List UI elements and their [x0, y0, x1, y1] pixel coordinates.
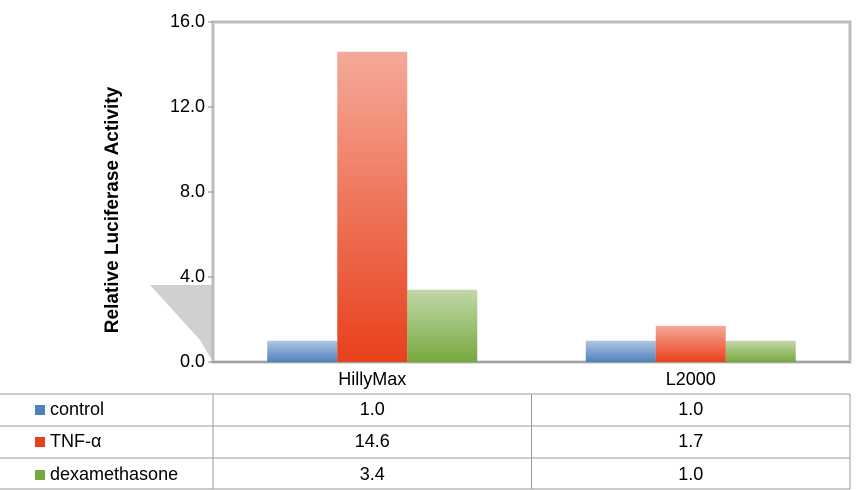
table-value: 14.6	[355, 431, 390, 451]
bar	[725, 340, 796, 362]
y-tick-label: 12.0	[170, 96, 205, 116]
legend-key	[35, 470, 45, 480]
table-value: 1.0	[678, 464, 703, 484]
table-value: 1.0	[360, 399, 385, 419]
x-tick-label: HillyMax	[338, 369, 406, 389]
bar	[337, 51, 408, 362]
legend-key	[35, 405, 45, 415]
y-tick-label: 16.0	[170, 11, 205, 31]
y-tick-label: 0.0	[180, 351, 205, 371]
y-tick-label: 4.0	[180, 266, 205, 286]
bar	[407, 289, 478, 362]
legend-label: control	[50, 399, 104, 419]
bar	[655, 325, 726, 362]
table-value: 3.4	[360, 464, 385, 484]
plot-area	[211, 20, 852, 364]
y-axis-title: Relative Luciferase Activity	[102, 86, 123, 333]
x-tick-label: L2000	[666, 369, 716, 389]
legend-label: TNF-α	[50, 431, 101, 451]
bar	[267, 340, 338, 362]
table-value: 1.0	[678, 399, 703, 419]
y-tick-label: 8.0	[180, 181, 205, 201]
table-value: 1.7	[678, 431, 703, 451]
bar	[585, 340, 656, 362]
legend-key	[35, 437, 45, 447]
shadow-decoration	[150, 285, 213, 362]
legend-label: dexamethasone	[50, 464, 178, 484]
